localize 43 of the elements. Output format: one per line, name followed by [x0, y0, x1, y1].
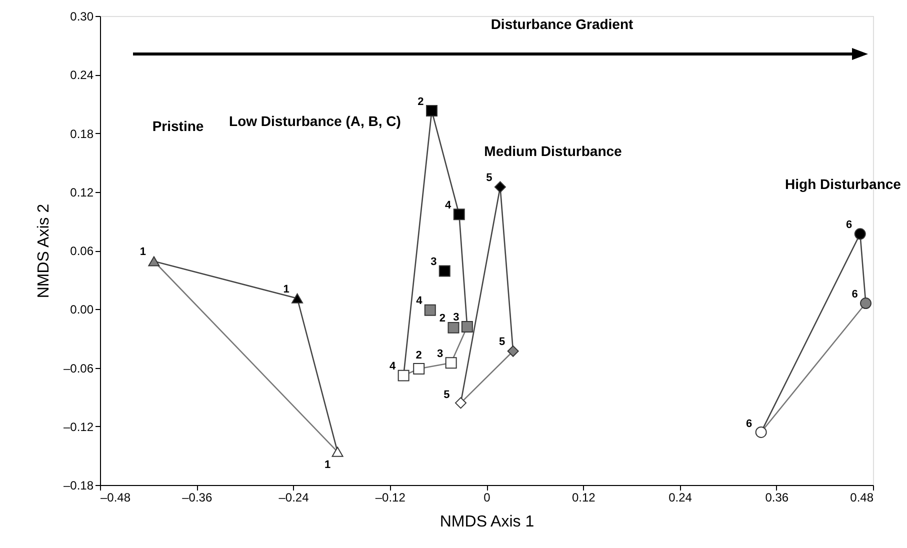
x-tick-label: –0.12 — [375, 490, 406, 504]
annotation: 1 — [283, 283, 290, 296]
y-tick-label: –0.06 — [63, 361, 94, 376]
annotation: Medium Disturbance — [484, 143, 622, 159]
y-tick-label: 0.06 — [70, 244, 94, 258]
annotation: 2 — [418, 96, 424, 108]
annotation: 2 — [439, 312, 446, 325]
y-tick-label: 0.24 — [70, 68, 94, 82]
y-tick-label: –0.18 — [63, 478, 94, 492]
y-tick-label: 0.12 — [70, 185, 94, 200]
annotation: 6 — [746, 418, 752, 430]
y-tick-label: 0.18 — [70, 126, 94, 141]
annotation: Pristine — [152, 118, 204, 134]
annotation: 4 — [445, 199, 452, 212]
annotation: 6 — [846, 218, 852, 231]
annotation: 3 — [437, 348, 444, 360]
x-axis-title: NMDS Axis 1 — [440, 514, 534, 530]
annotation: High Disturbance — [785, 176, 902, 192]
x-tick-label: 0.12 — [572, 490, 596, 504]
annotation: 1 — [140, 246, 146, 258]
x-tick-label: –0.36 — [182, 490, 212, 504]
annotation: 4 — [416, 295, 424, 308]
x-tick-label: –0.24 — [278, 490, 310, 504]
x-tick-label: 0.36 — [765, 490, 789, 504]
annotation: 4 — [390, 360, 396, 373]
y-tick-label: –0.12 — [63, 420, 94, 434]
x-tick-label: –0.48 — [100, 490, 131, 504]
annotation: Disturbance Gradient — [490, 16, 634, 32]
x-tick-label: 0 — [484, 490, 491, 504]
y-axis-title: NMDS Axis 2 — [35, 204, 52, 298]
annotation: 6 — [852, 288, 858, 300]
annotation: 1 — [324, 458, 331, 471]
annotation: 5 — [444, 388, 450, 401]
annotation: 5 — [499, 336, 506, 348]
annotation: 3 — [453, 312, 460, 324]
annotation: 5 — [486, 172, 492, 184]
x-tick-label: 0.24 — [668, 490, 692, 504]
y-tick-label: 0.30 — [70, 10, 94, 24]
annotation: 2 — [416, 350, 422, 362]
annotation: 3 — [430, 256, 437, 268]
annotation: Low Disturbance (A, B, C) — [229, 113, 401, 129]
x-tick-label: 0.48 — [850, 490, 874, 504]
y-tick-label: 0.00 — [70, 302, 94, 317]
